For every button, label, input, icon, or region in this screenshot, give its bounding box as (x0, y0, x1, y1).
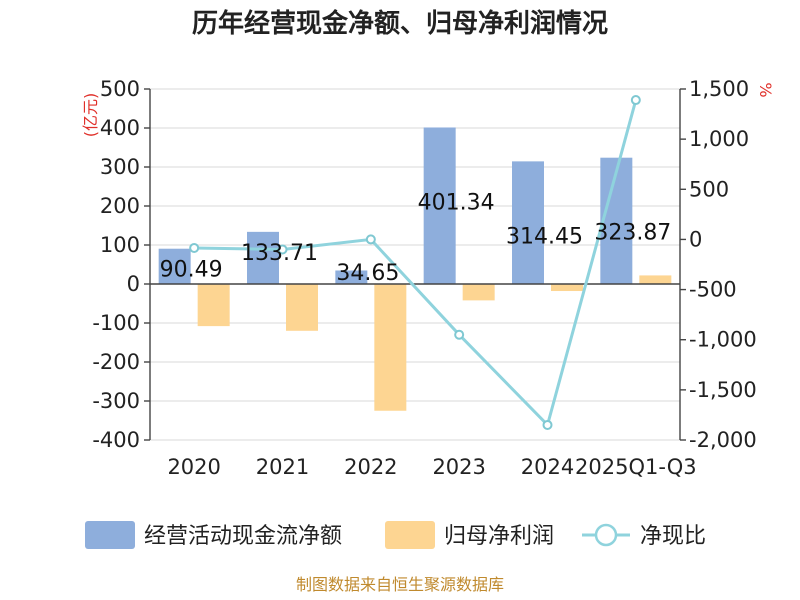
x-tick-label: 2025Q1-Q3 (575, 455, 697, 479)
data-labels-layer: 90.49 133.71 34.65 401.34 314.45 323.87 (160, 190, 672, 286)
bar-net-profit (639, 275, 672, 284)
left-tick-label: 500 (100, 77, 140, 101)
ratio-point (454, 329, 465, 340)
left-tick-label: 200 (100, 194, 140, 218)
legend-label-net-profit: 归母净利润 (444, 524, 554, 549)
left-tick-label: 0 (127, 272, 140, 296)
left-tick-label: 300 (100, 155, 140, 179)
data-label-cashflow: 323.87 (594, 221, 671, 246)
right-axis-unit: % (756, 82, 775, 97)
axes-layer (149, 89, 681, 440)
ratio-point (277, 244, 288, 255)
bar-cashflow (247, 231, 279, 284)
ratio-line-layer (189, 95, 641, 430)
bar-net-profit (286, 284, 318, 331)
legend-swatch-net-profit (385, 521, 435, 549)
x-tick-label: 2024 (521, 455, 574, 479)
bar-net-profit (374, 284, 407, 411)
left-tick-label: 400 (100, 116, 140, 140)
bar-net-profit (197, 284, 230, 327)
ratio-line (194, 99, 638, 428)
legend-label-ratio: 净现比 (640, 524, 706, 549)
data-label-cashflow: 401.34 (418, 190, 495, 215)
ratio-point (365, 234, 376, 245)
left-axis-unit: (亿元) (81, 93, 100, 138)
right-tick-label: -1,000 (689, 328, 757, 352)
left-tick-label: -400 (92, 428, 140, 452)
data-label-cashflow: 314.45 (506, 224, 583, 249)
bar-cashflow (512, 161, 544, 284)
ratio-point (189, 242, 200, 253)
legend-marker-ratio (594, 523, 618, 547)
right-tick-label: 1,500 (689, 77, 749, 101)
right-tick-label: -500 (689, 278, 737, 302)
right-tick-label: -2,000 (689, 428, 757, 452)
right-tick-label: 1,000 (689, 127, 749, 151)
chart-title: 历年经营现金净额、归母净利润情况 (192, 8, 608, 39)
legend-label-cashflow: 经营活动现金流净额 (144, 524, 342, 549)
x-tick-label: 2022 (344, 455, 397, 479)
right-tick-labels: -2,000 -1,500 -1,000 -500 0 500 1,000 1,500 (680, 77, 757, 452)
bar-cashflow (423, 127, 456, 284)
bars-layer (158, 127, 672, 411)
legend: 经营活动现金流净额 归母净利润 净现比 (85, 521, 706, 549)
data-label-cashflow: 133.71 (241, 241, 318, 266)
right-tick-label: -1,500 (689, 378, 757, 402)
left-tick-label: -200 (92, 350, 140, 374)
bar-cashflow (335, 270, 368, 284)
data-label-cashflow: 34.65 (336, 261, 399, 286)
bar-cashflow (600, 157, 633, 284)
right-tick-label: 500 (689, 177, 729, 201)
x-tick-label: 2023 (432, 455, 485, 479)
bar-cashflow (158, 248, 191, 284)
x-tick-label: 2020 (167, 455, 220, 479)
bar-net-profit (551, 284, 583, 292)
ratio-point (542, 419, 553, 430)
x-tick-label: 2021 (256, 455, 309, 479)
data-source-footer: 制图数据来自恒生聚源数据库 (296, 575, 504, 594)
legend-swatch-cashflow (85, 521, 135, 549)
gridlines (150, 88, 680, 441)
right-tick-label: 0 (689, 227, 702, 251)
data-label-cashflow: 90.49 (160, 258, 223, 283)
left-tick-label: -100 (92, 311, 140, 335)
ratio-point (630, 95, 641, 106)
left-tick-label: -300 (92, 389, 140, 413)
x-tick-labels: 2020 2021 2022 2023 2024 2025Q1-Q3 (167, 455, 696, 479)
bar-net-profit (462, 284, 495, 301)
left-tick-label: 100 (100, 233, 140, 257)
left-tick-labels: -400 -300 -200 -100 0 100 200 300 400 500 (92, 77, 150, 452)
